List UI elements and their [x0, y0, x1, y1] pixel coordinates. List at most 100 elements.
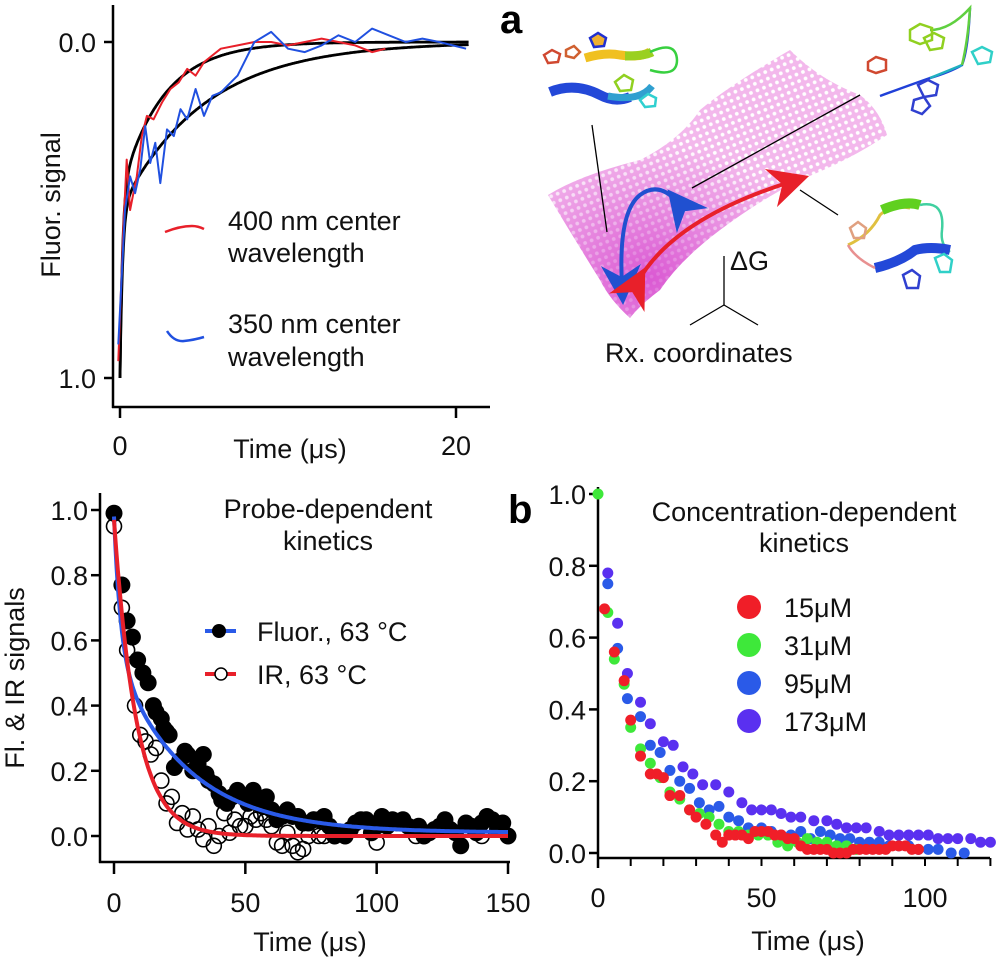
- conc-data-point-173uM: [942, 833, 954, 845]
- conc-data-point-173uM: [736, 797, 748, 809]
- fluor-axes: 0.0 1.0 0 20: [58, 5, 490, 461]
- conc-data-point-173uM: [775, 808, 787, 820]
- probe-chart-title-line1: Probe-dependent: [224, 494, 433, 524]
- conc-data-point-95uM: [644, 739, 656, 751]
- conc-data-point-15uM: [742, 833, 754, 845]
- legend-label-31uM: 31μM: [784, 631, 852, 661]
- conc-data-point-173uM: [831, 818, 843, 830]
- fluor-data-point: [257, 788, 275, 806]
- probe-y-tick-label: 0.6: [50, 626, 88, 656]
- conc-data-point-15uM: [700, 818, 712, 830]
- legend-swatch-15uM: [737, 595, 761, 619]
- conc-data-point-95uM: [795, 825, 807, 837]
- rx-coordinates-label: Rx. coordinates: [605, 338, 793, 368]
- conc-data-point-173uM: [687, 768, 699, 780]
- probe-legend: Fluor., 63 °C IR, 63 °C: [205, 617, 407, 690]
- legend-label-15uM: 15μM: [784, 593, 852, 623]
- conc-data-point-173uM: [710, 779, 722, 791]
- conc-data-point-173uM: [808, 815, 820, 827]
- legend-swatch-31uM: [737, 633, 761, 657]
- delta-g-label: ΔG: [730, 246, 769, 276]
- conc-data-point-173uM: [932, 833, 944, 845]
- fluor-legend: 400 nm center wavelength 350 nm center w…: [164, 206, 401, 372]
- conc-data-point-173uM: [635, 696, 647, 708]
- conc-data-point-173uM: [723, 786, 735, 798]
- legend-label-350nm-line1: 350 nm center: [228, 309, 401, 339]
- conc-data-point-31uM: [801, 833, 813, 845]
- conc-data-point-15uM: [788, 833, 800, 845]
- conc-data-point-95uM: [945, 847, 957, 859]
- ir-data-point: [200, 817, 217, 835]
- legend-swatch-ir-marker: [214, 667, 228, 681]
- legend-label-400nm-line2: wavelength: [227, 238, 365, 268]
- probe-y-tick-label: 0.4: [50, 692, 88, 722]
- conc-data-point-95uM: [922, 843, 934, 855]
- conc-y-tick-label: 0.2: [548, 767, 586, 797]
- probe-axes: 0.0 0.2 0.4 0.6 0.8 1.0 0 50 100 150: [50, 493, 531, 918]
- legend-swatch-350nm: [165, 330, 205, 343]
- fluor-data-point: [452, 837, 470, 855]
- ir-data-point: [163, 788, 181, 806]
- conc-data-point-95uM: [814, 825, 826, 837]
- conc-data-point-15uM: [599, 603, 611, 615]
- conc-y-tick-label: 0.4: [548, 695, 586, 725]
- probe-x-tick-label: 0: [106, 888, 121, 918]
- ir-data-point: [210, 827, 228, 845]
- fluor-series-line-350nm: [117, 27, 467, 345]
- ir-data-point: [284, 837, 301, 855]
- fluor-data-point: [139, 674, 157, 692]
- conc-y-tick-label: 1.0: [548, 480, 586, 510]
- leader-line-intermediate: [799, 189, 839, 216]
- fluor-data-point: [105, 504, 123, 522]
- panel-label-b: b: [508, 488, 532, 532]
- conc-data-point-95uM: [684, 782, 696, 794]
- probe-y-axis-title: Fl. & IR signals: [0, 587, 30, 769]
- legend-label-fluor: Fluor., 63 °C: [257, 617, 407, 647]
- conc-data-point-173uM: [922, 829, 934, 841]
- conc-data-point-173uM: [667, 739, 679, 751]
- conc-data-point-95uM: [654, 746, 666, 758]
- conc-x-tick-label: 50: [746, 883, 776, 913]
- conc-data-point-173uM: [912, 829, 924, 841]
- legend-swatch-173uM: [737, 709, 761, 733]
- conc-data-point-15uM: [912, 843, 924, 855]
- folded-hairpin-structure: [542, 31, 679, 109]
- legend-swatch-95uM: [737, 671, 761, 695]
- conc-data-point-31uM: [713, 818, 725, 830]
- fluor-fit-curve-1: [118, 43, 469, 379]
- conc-data-point-173uM: [785, 811, 797, 823]
- conc-data-point-173uM: [765, 804, 777, 816]
- conc-data-point-95uM: [674, 775, 686, 787]
- legend-label-95uM: 95μM: [784, 669, 852, 699]
- conc-data-point-31uM: [592, 488, 604, 500]
- conc-chart-title-line1: Concentration-dependent: [652, 497, 957, 527]
- conc-chart-title-line2: kinetics: [759, 528, 849, 558]
- fluor-data-point: [123, 628, 141, 646]
- conc-y-tick-label: 0.8: [548, 552, 586, 582]
- probe-x-tick-label: 100: [354, 888, 399, 918]
- conc-data-point-173uM: [677, 761, 689, 773]
- rx-axis-left: [689, 304, 725, 326]
- conc-data-point-173uM: [893, 829, 905, 841]
- conc-data-point-31uM: [644, 757, 656, 769]
- ir-data-point: [147, 739, 165, 757]
- conc-data-point-173uM: [821, 815, 833, 827]
- conc-data-point-95uM: [932, 843, 944, 855]
- conc-data-point-95uM: [723, 811, 735, 823]
- conc-data-point-173uM: [965, 833, 977, 845]
- conc-data-point-15uM: [664, 790, 676, 802]
- conc-y-tick-label: 0.0: [548, 839, 586, 869]
- legend-swatch-fluor-marker: [212, 624, 226, 638]
- legend-label-ir: IR, 63 °C: [257, 660, 367, 690]
- ir-data-point: [205, 837, 223, 855]
- conc-data-point-15uM: [674, 790, 686, 802]
- conc-data-point-173uM: [873, 825, 885, 837]
- intermediate-structure: [846, 198, 954, 290]
- probe-dependent-kinetics-chart: 0.0 0.2 0.4 0.6 0.8 1.0 0 50 100 150 Fl. & IR sig…: [0, 493, 531, 957]
- fluor-data-point: [129, 651, 147, 669]
- conc-data-point-173uM: [756, 804, 767, 816]
- probe-x-tick-label: 50: [230, 888, 260, 918]
- conc-data-point-15uM: [635, 750, 647, 762]
- conc-data-point-173uM: [657, 736, 669, 748]
- energy-landscape-illustration: a ΔG Rx: [500, 0, 994, 368]
